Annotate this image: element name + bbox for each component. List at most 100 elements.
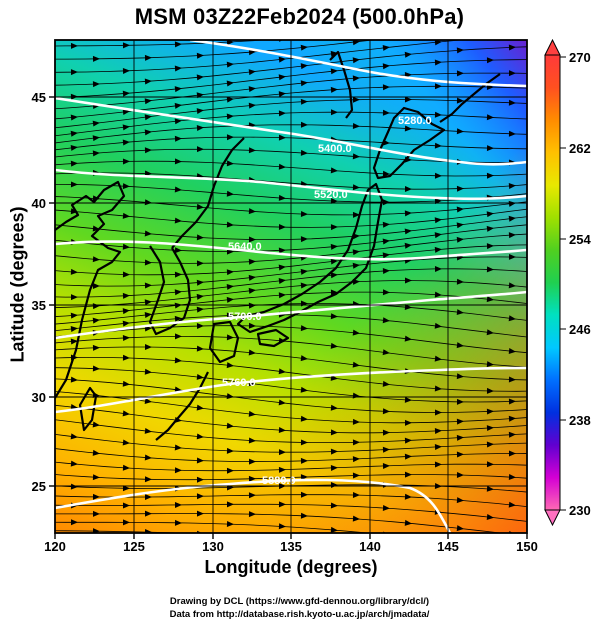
streamline-arrow [405, 548, 413, 555]
streamline-arrow [248, 410, 256, 417]
streamline-arrow [278, 247, 286, 254]
streamline-arrow [248, 86, 256, 93]
streamline-arrow [226, 160, 234, 167]
streamline-arrow [352, 456, 360, 463]
streamline-arrow [330, 342, 338, 349]
y-tick-labels: 25 30 35 40 45 [32, 90, 46, 494]
streamline-arrow [92, 365, 100, 372]
colorbar-label: 254 [569, 232, 591, 247]
streamline-arrow [434, 265, 442, 272]
streamline-arrow [122, 271, 130, 278]
streamline-arrow [174, 247, 182, 254]
streamline-arrow [330, 243, 338, 250]
streamline-arrow [122, 439, 130, 446]
streamline-arrow [330, 68, 338, 75]
streamline-arrow [278, 56, 286, 63]
streamline-arrow [248, 258, 256, 265]
streamline-arrow [122, 67, 130, 74]
streamline-arrow [174, 357, 182, 364]
streamline-arrow [330, 167, 338, 174]
streamline-arrow [226, 422, 234, 429]
streamline-arrow [508, 501, 516, 508]
streamline-arrow [196, 108, 204, 115]
streamline-arrow [300, 236, 308, 243]
streamline-arrow [456, 525, 464, 532]
streamline-arrow [92, 55, 100, 62]
streamline-arrow [330, 482, 338, 489]
streamline-arrow [70, 114, 78, 121]
colorbar-bar [544, 54, 561, 511]
streamline-arrow [382, 429, 390, 436]
streamline-arrow [330, 86, 338, 93]
streamline-arrow [456, 278, 464, 285]
streamline-arrow [434, 217, 442, 224]
streamline-arrow [174, 86, 182, 93]
streamline-arrow [300, 474, 308, 481]
coast-kuril [439, 73, 501, 123]
streamline-arrow [248, 49, 256, 56]
streamline-arrow [404, 228, 412, 235]
streamline-arrow [70, 268, 78, 275]
streamline-arrow [144, 454, 152, 461]
streamline-arrow [404, 277, 412, 284]
streamline-arrow [122, 354, 130, 361]
credits: Drawing by DCL (https://www.gfd-dennou.o… [0, 595, 599, 621]
streamline-arrow [196, 373, 204, 380]
streamline-arrow [382, 268, 390, 275]
streamline-arrow [70, 376, 78, 383]
streamline-arrow [144, 170, 152, 177]
streamline-arrow [226, 447, 234, 454]
streamline-arrow [508, 253, 516, 260]
streamline-arrow [226, 501, 234, 508]
coast-shikoku [256, 328, 290, 348]
streamline-arrow [382, 84, 390, 91]
streamline-arrow [330, 272, 338, 279]
contour-label-5400: 5400.0 [318, 143, 352, 155]
streamline-arrow [330, 224, 338, 231]
streamline-arrow [300, 355, 308, 362]
streamline-arrow [144, 282, 152, 289]
axis-ticks [49, 96, 528, 539]
streamline-arrow [174, 217, 182, 224]
streamline-arrow [174, 467, 182, 474]
streamline-arrow [122, 485, 130, 492]
streamline-arrow [352, 439, 360, 446]
streamline-arrow [508, 99, 516, 106]
contour-label-5880: 5880.0 [262, 475, 296, 487]
streamline-arrow [300, 98, 308, 105]
streamline-arrow [92, 225, 100, 232]
streamline-arrow [196, 322, 204, 329]
streamline-arrow [382, 63, 390, 70]
streamline-arrow [144, 510, 152, 517]
streamline-arrow [456, 236, 464, 243]
grid-lines [55, 40, 527, 533]
streamline-arrow [226, 269, 234, 276]
streamline-arrow [144, 98, 152, 105]
streamline-arrow [486, 485, 494, 492]
streamline-arrow [92, 282, 100, 289]
streamline [55, 530, 189, 533]
streamline-arrow [278, 399, 286, 406]
streamline-arrow [248, 236, 256, 243]
streamline-arrow [196, 404, 204, 411]
streamline-arrow [248, 287, 256, 294]
streamline-arrow [300, 121, 308, 128]
streamline-arrow [278, 264, 286, 271]
streamline-arrow [434, 409, 442, 416]
streamline-arrow [486, 387, 494, 394]
streamline-arrow [300, 491, 308, 498]
coast-sakhalin [329, 50, 354, 119]
credit-drawing: Drawing by DCL (https://www.gfd-dennou.o… [169, 596, 430, 607]
streamline-arrow [70, 181, 78, 188]
coast-korea [148, 245, 192, 336]
streamline-arrow [382, 380, 390, 387]
streamline-arrow [144, 529, 152, 533]
streamline-arrow [434, 461, 442, 468]
streamline-arrow [122, 90, 130, 97]
contour-label-5280: 5280.0 [398, 115, 432, 127]
streamline-arrow [434, 111, 442, 118]
streamline-arrow [92, 344, 100, 351]
streamline-arrow [404, 453, 412, 460]
streamline-arrow [508, 215, 516, 222]
